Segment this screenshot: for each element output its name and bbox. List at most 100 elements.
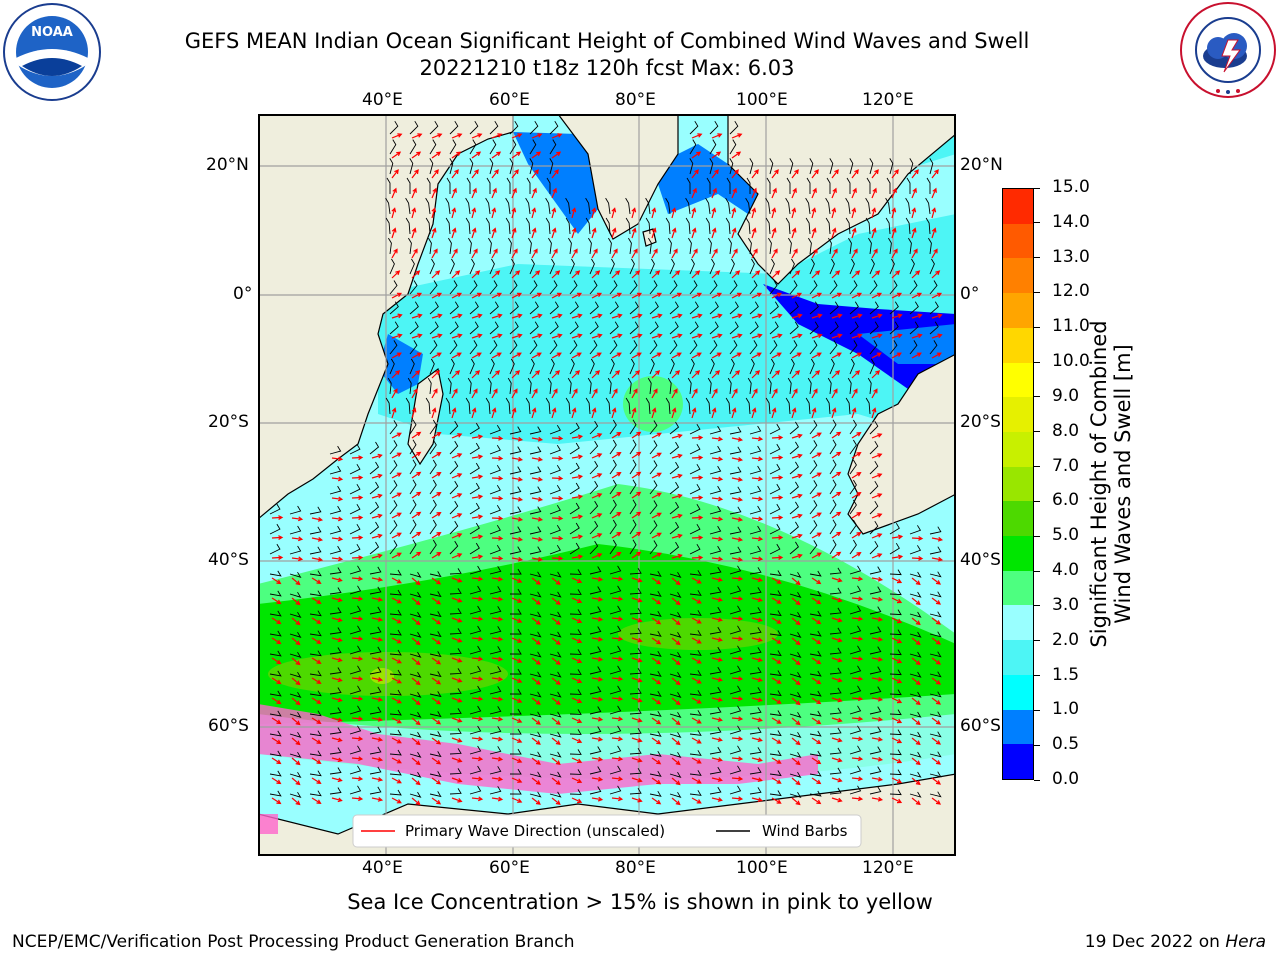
- lat-label-left-0: 0°: [233, 284, 253, 304]
- wind-barb: [925, 217, 931, 235]
- wave-direction-arrow: [351, 676, 364, 682]
- wave-direction-arrow: [691, 677, 702, 684]
- wave-direction-arrow: [871, 313, 883, 319]
- wind-barb: [449, 540, 459, 555]
- wind-barb: [449, 340, 458, 355]
- wave-direction-arrow: [611, 472, 622, 479]
- wave-direction-arrow: [831, 248, 838, 259]
- wind-barb: [449, 258, 455, 275]
- colorbar-tick-label: 8.0: [1052, 420, 1080, 441]
- wind-barb: [889, 629, 902, 636]
- wind-barb: [629, 567, 642, 575]
- wind-barb: [449, 628, 462, 635]
- wave-direction-arrow: [351, 495, 364, 501]
- wave-direction-arrow: [311, 737, 322, 744]
- wave-direction-arrow: [411, 757, 421, 766]
- colorbar-segment: [1003, 674, 1033, 710]
- wave-direction-arrow: [311, 677, 322, 684]
- wave-direction-arrow: [811, 512, 822, 519]
- wind-barb: [569, 358, 575, 375]
- wind-barb: [665, 397, 671, 415]
- wave-direction-arrow: [771, 677, 782, 684]
- wave-direction-arrow: [511, 292, 523, 299]
- wave-direction-arrow: [551, 475, 564, 481]
- wave-direction-arrow: [791, 637, 801, 646]
- wind-barb: [409, 280, 418, 295]
- wave-direction-arrow: [531, 556, 544, 562]
- wind-barb: [489, 424, 501, 435]
- wave-direction-arrow: [831, 491, 842, 499]
- wind-barb: [465, 217, 471, 235]
- wind-barb: [827, 377, 832, 395]
- wave-direction-arrow: [751, 697, 763, 702]
- wind-barb: [889, 158, 894, 175]
- wind-barb: [549, 691, 562, 698]
- colorbar-tick-mark: [1034, 326, 1040, 328]
- wind-barb: [749, 158, 754, 175]
- wind-barb: [705, 397, 711, 415]
- wind-barb: [789, 501, 799, 515]
- wind-barb: [429, 671, 442, 678]
- wind-barb: [469, 585, 482, 595]
- wind-barb: [485, 197, 491, 215]
- wind-barb: [766, 177, 771, 194]
- wave-direction-arrow: [891, 657, 903, 664]
- wind-barb: [809, 690, 822, 697]
- wind-barb: [789, 751, 802, 758]
- wind-barb: [449, 500, 459, 515]
- wind-barb: [689, 158, 694, 175]
- wave-direction-arrow: [531, 797, 541, 805]
- wind-barb: [589, 440, 599, 455]
- wind-barb: [789, 421, 799, 435]
- wave-direction-arrow: [331, 516, 344, 522]
- wind-barb: [829, 459, 837, 475]
- wave-direction-arrow: [451, 169, 459, 179]
- wind-barb: [549, 791, 562, 798]
- wind-barb: [469, 158, 474, 175]
- wind-barb: [589, 606, 602, 615]
- colorbar-tick-mark: [1034, 709, 1040, 711]
- wind-barb: [909, 525, 922, 535]
- wind-barb: [467, 377, 472, 395]
- wind-barb: [749, 280, 758, 295]
- lon-label-bottom-40e: 40°E: [362, 858, 403, 878]
- wind-barb: [329, 445, 342, 455]
- wind-barb: [649, 590, 662, 597]
- wind-barb: [869, 280, 878, 295]
- wind-barb: [609, 685, 622, 695]
- wave-direction-arrow: [531, 169, 539, 179]
- wave-direction-arrow: [811, 697, 822, 705]
- wave-direction-arrow: [731, 536, 744, 542]
- wave-direction-arrow: [331, 677, 343, 683]
- wind-barb: [407, 377, 412, 395]
- wave-direction-arrow: [671, 533, 683, 539]
- lat-label-right-20s: 20°S: [960, 412, 1001, 432]
- wave-direction-arrow: [451, 227, 457, 239]
- wind-barb: [469, 340, 478, 355]
- wave-direction-arrow: [431, 577, 442, 585]
- wave-direction-arrow: [831, 657, 843, 663]
- wave-direction-arrow: [691, 495, 704, 501]
- wind-barb: [909, 791, 922, 798]
- wind-barb: [489, 444, 501, 455]
- wind-barb: [605, 217, 611, 235]
- wave-direction-arrow: [711, 292, 723, 299]
- wave-direction-arrow: [851, 169, 859, 179]
- wind-barb: [869, 460, 879, 475]
- colorbar-tick-mark: [1034, 779, 1040, 781]
- wave-direction-arrow: [651, 388, 658, 399]
- wind-barb: [609, 340, 618, 355]
- wind-barb: [609, 280, 618, 295]
- wave-direction-arrow: [651, 757, 662, 765]
- wind-barb: [829, 321, 839, 335]
- wave-direction-arrow: [551, 248, 558, 259]
- wave-direction-arrow: [271, 757, 282, 765]
- wave-direction-arrow: [931, 637, 942, 645]
- wave-direction-arrow: [631, 697, 643, 703]
- wind-barb: [489, 786, 502, 795]
- wave-direction-arrow: [851, 313, 863, 319]
- wind-barb: [869, 586, 882, 595]
- wind-barb: [909, 340, 918, 355]
- wind-barb: [589, 520, 599, 535]
- colorbar-tick-label: 1.0: [1052, 699, 1080, 720]
